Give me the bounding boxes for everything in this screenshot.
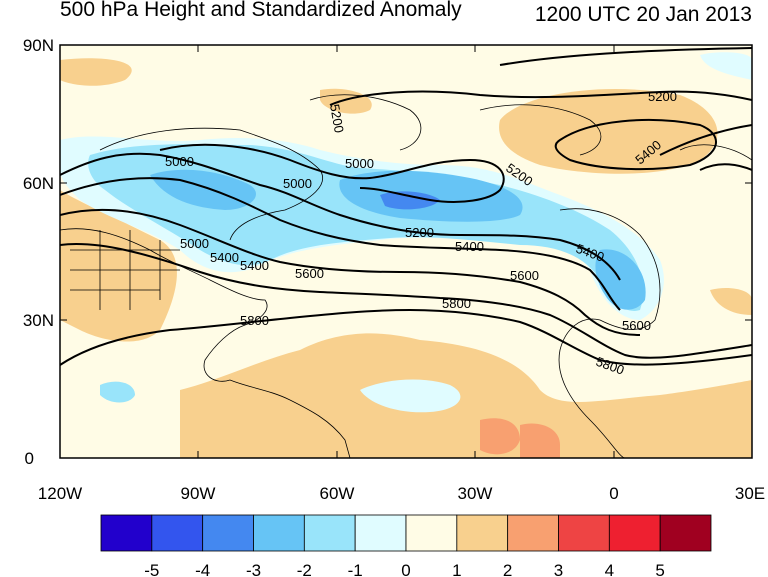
contour-label: 5200	[405, 225, 434, 240]
contour-5200-greenland-high	[554, 119, 717, 171]
contour-5000-north	[499, 47, 752, 66]
anomaly-negative-pacific	[100, 381, 135, 403]
contour-5400-east	[659, 124, 752, 171]
contour-label: 5800	[240, 313, 269, 328]
contour-5600	[60, 208, 641, 336]
height-contours	[60, 47, 752, 366]
contour-label: 5000	[165, 154, 194, 169]
lat-label: 0	[25, 449, 34, 468]
map-frame	[59, 44, 753, 459]
contour-5800	[60, 243, 752, 359]
colorbar-label: -3	[246, 561, 261, 577]
contour-label: 5400	[210, 250, 239, 265]
lat-label: 30N	[23, 311, 54, 330]
lat-label: 60N	[23, 174, 54, 193]
contour-label: 5000	[283, 176, 312, 191]
colorbar-swatch	[303, 514, 356, 552]
coastline-iceland	[479, 104, 602, 156]
colorbar-swatch	[507, 514, 559, 552]
colorbar-label: 4	[605, 561, 614, 577]
colorbar-label: 2	[503, 561, 512, 577]
colorbar-label: -2	[297, 561, 312, 577]
contour-5200-north	[329, 90, 752, 106]
coastline-north-america	[60, 228, 268, 382]
anomaly-positive-africa	[480, 418, 520, 455]
lon-label: 30W	[458, 484, 493, 503]
colorbar: -5 -4 -3 -2 -1 0 1 2 3 4 5	[100, 514, 712, 577]
contour-label: 5200	[648, 89, 677, 104]
contour-label: 5800	[442, 296, 471, 311]
contour-label: 5000	[345, 156, 374, 171]
colorbar-swatch	[456, 514, 509, 552]
coastline-greenland	[309, 94, 422, 151]
contour-label: 5400	[455, 239, 484, 254]
colorbar-swatch	[202, 514, 254, 552]
colorbar-label: -5	[144, 561, 159, 577]
contour-5000	[159, 143, 505, 203]
lon-label: 0	[609, 484, 618, 503]
contour-label: 5600	[295, 266, 324, 281]
contour-5400	[60, 177, 621, 311]
contour-label: 5400	[240, 258, 269, 273]
colorbar-label: 3	[554, 561, 563, 577]
lon-label: 30E	[735, 484, 765, 503]
colorbar-swatch	[100, 514, 153, 552]
contour-label: 5600	[622, 318, 651, 333]
anomaly-field: 5200 5000 5000 5000 5200 5200 5400 5600 …	[60, 45, 752, 458]
chart-title: 500 hPa Height and Standardized Anomaly	[60, 0, 462, 21]
contour-5800-south	[60, 308, 752, 366]
colorbar-swatch	[405, 514, 458, 552]
colorbar-swatch	[354, 514, 407, 552]
colorbar-swatch	[253, 514, 305, 552]
colorbar-swatch	[659, 514, 712, 552]
lon-label: 90W	[181, 484, 216, 503]
lat-axis: 90N 60N 30N 0	[23, 36, 752, 468]
colorbar-swatch	[608, 514, 661, 552]
anomaly-positive-tropics	[180, 333, 752, 458]
colorbar-label: -1	[348, 561, 363, 577]
coastline-europe-africa	[558, 208, 661, 458]
anomaly-neutral-atlantic	[360, 379, 461, 413]
contour-5200	[60, 152, 621, 281]
contour-label: 5600	[510, 268, 539, 283]
colorbar-swatch	[151, 514, 204, 552]
colorbar-label: 0	[401, 561, 410, 577]
contour-label: 5000	[180, 236, 209, 251]
lat-label: 90N	[23, 36, 54, 55]
lon-label: 60W	[320, 484, 355, 503]
valid-time: 1200 UTC 20 Jan 2013	[534, 3, 752, 26]
colorbar-label: 5	[655, 561, 664, 577]
anomaly-positive-pacific	[60, 58, 132, 86]
contour-label: 5200	[327, 103, 347, 134]
colorbar-label: 1	[452, 561, 461, 577]
lon-label: 120W	[38, 484, 82, 503]
anomaly-positive-west-us	[60, 190, 177, 342]
anomaly-neutral-arctic	[300, 45, 752, 100]
lon-axis: 120W 90W 60W 30W 0 30E	[38, 45, 765, 503]
anomaly-neutral-northeast	[700, 52, 752, 80]
colorbar-label: -4	[195, 561, 210, 577]
anomaly-extreme-negative	[380, 191, 440, 210]
anomaly-positive-greenland	[499, 89, 718, 174]
anomaly-positive-east	[710, 288, 752, 315]
colorbar-swatch	[558, 514, 610, 552]
coastline-central-america	[229, 379, 351, 458]
anomaly-positive-africa-2	[520, 423, 560, 458]
